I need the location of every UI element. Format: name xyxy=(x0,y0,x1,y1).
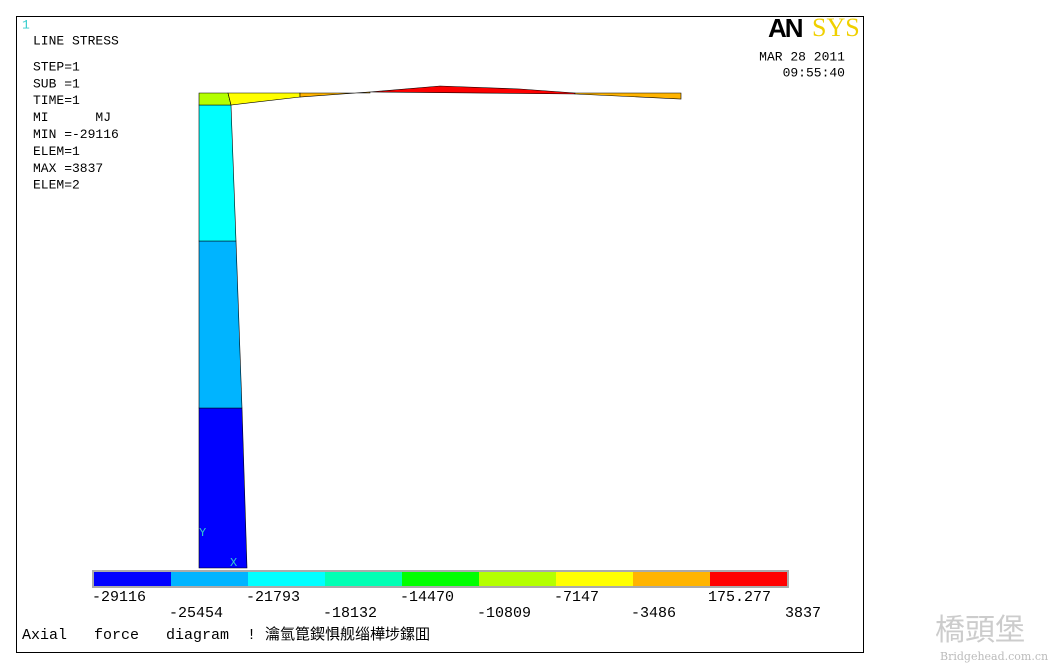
logo-right: SYS xyxy=(812,13,860,42)
watermark-site: Bridgehead.com.cn xyxy=(940,650,1048,663)
plot-frame xyxy=(16,16,864,653)
header-line: STEP=1 xyxy=(33,59,80,74)
legend-swatch xyxy=(633,572,710,586)
caption: Axial force diagram ! 瀹氫箟鍥惧舰缁樺埗鏍囬 xyxy=(22,625,430,644)
legend-label: -29116 xyxy=(92,589,146,606)
header-line: MI MJ xyxy=(33,110,111,125)
legend-label: -3486 xyxy=(631,605,676,622)
logo-left: AN xyxy=(768,13,803,43)
legend-swatch xyxy=(402,572,479,586)
legend: -29116 -25454 -21793 -18132 -14470 -10809 -714… xyxy=(92,570,821,622)
legend-label: -10809 xyxy=(477,605,531,622)
plot-title: LINE STRESS xyxy=(33,33,119,48)
triad-x: X xyxy=(230,556,237,570)
legend-label: 175.277 xyxy=(708,589,771,606)
header-line: SUB =1 xyxy=(33,76,80,91)
time: 09:55:40 xyxy=(783,65,845,80)
watermark: 橋頭堡 xyxy=(935,613,1025,648)
date: MAR 28 2011 xyxy=(759,49,845,64)
legend-label: -7147 xyxy=(554,589,599,606)
structure xyxy=(198,85,682,569)
header-line: MAX =3837 xyxy=(33,161,103,176)
header-line: TIME=1 xyxy=(33,93,80,108)
legend-label: -18132 xyxy=(323,605,377,622)
header-line: ELEM=1 xyxy=(33,144,80,159)
legend-label: -14470 xyxy=(400,589,454,606)
legend-swatch xyxy=(710,572,787,586)
legend-label: 3837 xyxy=(785,605,821,622)
legend-swatch xyxy=(479,572,556,586)
window-number: 1 xyxy=(22,17,30,32)
legend-label: -21793 xyxy=(246,589,300,606)
header-line: ELEM=2 xyxy=(33,178,80,193)
legend-swatch xyxy=(556,572,633,586)
legend-swatch xyxy=(94,572,171,586)
legend-swatch xyxy=(325,572,402,586)
legend-label: -25454 xyxy=(169,605,223,622)
header-line: MIN =-29116 xyxy=(33,127,119,142)
header-lines: STEP=1 SUB =1 TIME=1 MI MJ MIN =-29116 ELEM=1… xyxy=(33,59,119,192)
legend-swatch xyxy=(171,572,248,586)
legend-swatch xyxy=(248,572,325,586)
triad-y: Y xyxy=(199,526,206,540)
